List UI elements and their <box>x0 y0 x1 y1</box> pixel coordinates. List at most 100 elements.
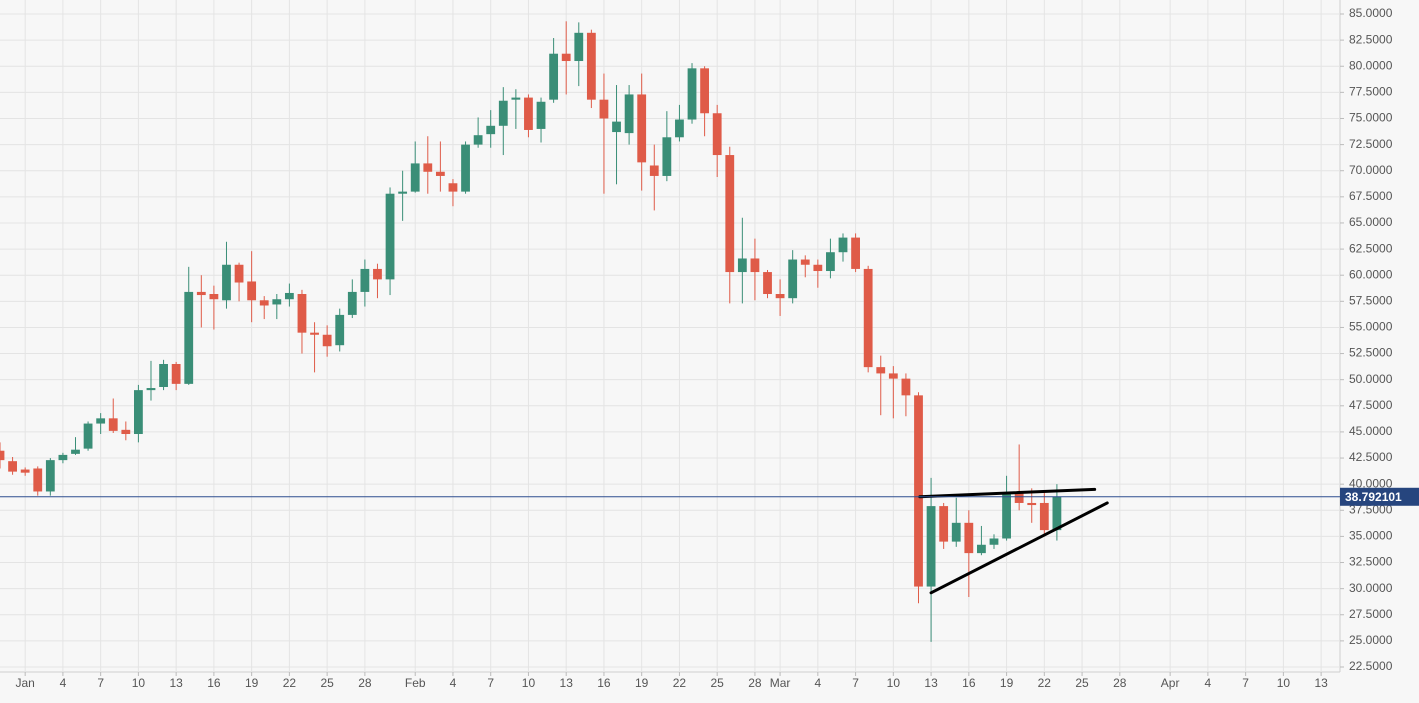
y-tick-label: 70.0000 <box>1349 163 1393 177</box>
candle-body <box>96 418 106 424</box>
y-tick-label: 40.0000 <box>1349 476 1393 490</box>
y-tick-label: 72.5000 <box>1349 137 1393 151</box>
x-tick-label: 10 <box>887 676 901 690</box>
x-tick-label: 10 <box>132 676 146 690</box>
candle-body <box>788 259 798 299</box>
candle-body <box>813 264 823 272</box>
candle-body <box>284 292 294 300</box>
x-tick-label: 7 <box>487 676 494 690</box>
candle-body <box>637 94 647 163</box>
candle-body <box>901 378 911 396</box>
candle-body <box>549 53 559 100</box>
y-tick-label: 47.5000 <box>1349 398 1393 412</box>
x-tick-label: 22 <box>1038 676 1052 690</box>
candle-body <box>423 163 433 172</box>
candle-body <box>347 291 357 315</box>
candle-body <box>750 258 760 273</box>
x-tick-label: 4 <box>814 676 821 690</box>
y-tick-label: 45.0000 <box>1349 424 1393 438</box>
x-tick-label: 19 <box>635 676 649 690</box>
candle-body <box>574 32 584 62</box>
candle-body <box>989 538 999 545</box>
candle-body <box>524 97 533 130</box>
candle-body <box>763 272 772 295</box>
candle-body <box>675 119 684 138</box>
candle-body <box>134 390 143 435</box>
trendline <box>929 501 1109 595</box>
x-tick-label: 4 <box>1205 676 1212 690</box>
y-tick-label: 85.0000 <box>1349 6 1393 20</box>
candle-body <box>939 506 949 542</box>
candle-body <box>712 113 722 156</box>
candle-body <box>700 68 710 114</box>
y-tick-label: 32.5000 <box>1349 555 1393 569</box>
y-tick-label: 30.0000 <box>1349 581 1393 595</box>
y-tick-label: 27.5000 <box>1349 607 1393 621</box>
candle-body <box>209 294 219 300</box>
candle-body <box>926 506 936 587</box>
candle-body <box>536 101 546 129</box>
y-tick-label: 80.0000 <box>1349 58 1393 72</box>
x-tick-label: 13 <box>169 676 183 690</box>
x-tick-label: 25 <box>711 676 725 690</box>
candle-body <box>435 171 445 176</box>
candle-body <box>612 121 621 133</box>
candle-body <box>649 165 659 176</box>
candle-body <box>247 281 257 301</box>
candle-body <box>800 259 810 265</box>
candle-body <box>272 299 282 305</box>
candle-body <box>662 137 672 176</box>
y-tick-label: 35.0000 <box>1349 529 1393 543</box>
candle-body <box>687 68 697 120</box>
x-tick-label: Mar <box>770 676 791 690</box>
x-tick-label: 16 <box>207 676 221 690</box>
candle-body <box>234 264 244 283</box>
y-tick-label: 62.5000 <box>1349 241 1393 255</box>
candle-body <box>498 100 508 126</box>
candle-body <box>259 300 269 306</box>
candle-body <box>33 468 43 492</box>
x-tick-label: 16 <box>962 676 976 690</box>
x-tick-label: 16 <box>597 676 611 690</box>
y-tick-label: 25.0000 <box>1349 633 1393 647</box>
candle-body <box>826 252 835 272</box>
y-tick-label: 60.0000 <box>1349 267 1393 281</box>
candle-body <box>561 53 571 62</box>
x-tick-label: 25 <box>1075 676 1089 690</box>
x-tick-label: Apr <box>1161 676 1180 690</box>
y-tick-label: 67.5000 <box>1349 189 1393 203</box>
x-tick-label: 7 <box>97 676 104 690</box>
candle-body <box>58 454 68 461</box>
x-tick-label: 28 <box>358 676 372 690</box>
candle-body <box>775 294 785 299</box>
x-tick-label: Feb <box>405 676 426 690</box>
x-tick-label: 19 <box>245 676 259 690</box>
candle-body <box>624 94 634 134</box>
y-tick-label: 37.5000 <box>1349 502 1393 516</box>
y-tick-label: 55.0000 <box>1349 320 1393 334</box>
x-tick-label: 28 <box>748 676 762 690</box>
x-tick-label: 13 <box>924 676 938 690</box>
y-tick-label: 22.5000 <box>1349 659 1393 673</box>
candle-body <box>196 291 206 296</box>
last-price-box <box>1340 487 1419 506</box>
candle-body <box>473 135 483 145</box>
candle-body <box>297 294 307 333</box>
candle-body <box>1002 493 1011 539</box>
candle-body <box>159 364 168 387</box>
candle-body <box>171 364 181 384</box>
x-tick-label: 25 <box>320 676 334 690</box>
x-tick-label: 22 <box>673 676 687 690</box>
candle-body <box>914 395 923 587</box>
candle-body <box>310 332 319 335</box>
candle-body <box>511 97 521 100</box>
x-tick-label: 4 <box>60 676 67 690</box>
candle-body <box>20 469 30 473</box>
y-tick-label: 50.0000 <box>1349 372 1393 386</box>
candle-body <box>410 163 420 192</box>
candle-body <box>8 461 17 472</box>
candle-body <box>184 291 194 384</box>
y-tick-label: 75.0000 <box>1349 111 1393 125</box>
candle-body <box>1039 502 1049 531</box>
